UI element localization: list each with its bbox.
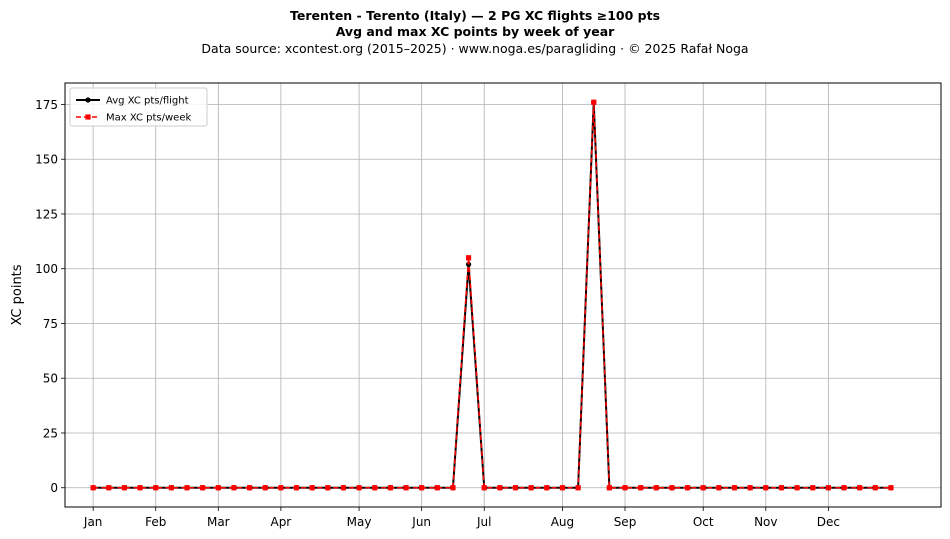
data-point xyxy=(512,485,519,491)
data-point xyxy=(731,485,738,491)
y-axis-label: XC points xyxy=(10,264,25,325)
data-point xyxy=(419,485,425,491)
x-tick-label: Aug xyxy=(551,515,574,529)
data-point xyxy=(857,485,863,491)
chart-source: Data source: xcontest.org (2015–2025) · … xyxy=(201,41,749,56)
data-point xyxy=(684,485,691,491)
y-tick-label: 75 xyxy=(43,317,58,331)
data-point xyxy=(106,485,112,491)
series-max xyxy=(90,99,894,491)
data-point xyxy=(153,485,159,491)
legend-label: Avg XC pts/flight xyxy=(106,96,189,107)
data-point xyxy=(90,485,96,491)
data-point xyxy=(200,485,206,491)
data-point xyxy=(716,485,722,491)
data-point xyxy=(434,485,440,491)
data-point xyxy=(825,485,831,491)
x-tick-label: Jan xyxy=(83,515,103,529)
series-line xyxy=(93,101,891,489)
y-tick-label: 25 xyxy=(43,426,58,440)
chart-subtitle: Avg and max XC points by week of year xyxy=(335,24,615,39)
legend-marker xyxy=(85,114,91,120)
y-tick-label: 100 xyxy=(35,262,58,276)
y-tick-label: 150 xyxy=(35,153,58,167)
legend-box xyxy=(69,87,208,127)
legend-label: Max XC pts/week xyxy=(106,113,191,124)
data-point xyxy=(841,485,847,491)
data-point xyxy=(325,485,331,491)
axes: 0 25 50 75 100 125 150 175 Jan Feb Mar Apr May Jun Jul… xyxy=(35,98,840,529)
series-layer xyxy=(90,99,894,491)
data-point xyxy=(231,485,237,491)
legend: Avg XC pts/flight Max XC pts/week xyxy=(69,87,208,127)
data-point xyxy=(387,485,393,491)
data-point xyxy=(544,485,550,491)
data-point xyxy=(246,485,253,491)
series-line xyxy=(93,101,891,489)
x-tick-label: Mar xyxy=(207,515,230,529)
data-point xyxy=(700,485,706,491)
data-point xyxy=(450,485,456,491)
chart-title-block: Terenten - Terento (Italy) — 2 PG XC fli… xyxy=(0,8,950,58)
chart-title: Terenten - Terento (Italy) — 2 PG XC fli… xyxy=(289,8,661,23)
data-point xyxy=(606,485,612,491)
data-point xyxy=(372,485,378,491)
data-point xyxy=(575,485,581,491)
data-point xyxy=(340,485,347,491)
data-point xyxy=(215,485,221,491)
data-point xyxy=(888,485,894,491)
data-point xyxy=(465,255,472,261)
data-point xyxy=(638,485,644,491)
x-tick-label: Oct xyxy=(693,515,714,529)
data-point xyxy=(278,485,284,491)
data-point xyxy=(591,99,597,105)
data-point xyxy=(669,485,675,491)
data-point xyxy=(293,485,300,491)
data-point xyxy=(137,485,143,491)
x-tick-label: Nov xyxy=(754,515,777,529)
data-point xyxy=(622,485,628,491)
data-point xyxy=(403,485,409,491)
x-tick-label: Jul xyxy=(476,515,491,529)
x-tick-label: Apr xyxy=(270,515,291,529)
data-point xyxy=(497,485,503,491)
data-point xyxy=(262,485,268,491)
data-point xyxy=(794,485,800,491)
x-tick-label: Feb xyxy=(145,515,166,529)
x-tick-label: Dec xyxy=(817,515,840,529)
data-point xyxy=(528,485,534,491)
plot-frame xyxy=(64,82,942,508)
data-point xyxy=(763,485,769,491)
y-tick-label: 125 xyxy=(35,207,58,221)
y-tick-label: 50 xyxy=(43,372,58,386)
data-point xyxy=(356,485,362,491)
x-tick-label: Sep xyxy=(614,515,637,529)
legend-marker xyxy=(85,97,91,103)
data-point xyxy=(778,485,785,491)
data-point xyxy=(810,485,816,491)
data-point xyxy=(309,485,315,491)
grid xyxy=(65,83,941,507)
data-point xyxy=(653,485,659,491)
data-point xyxy=(872,485,878,491)
data-point xyxy=(121,485,128,491)
data-point xyxy=(184,485,190,491)
x-tick-label: Jun xyxy=(411,515,431,529)
series-avg xyxy=(90,99,894,491)
y-tick-label: 0 xyxy=(50,481,58,495)
data-point xyxy=(168,485,174,491)
x-tick-label: May xyxy=(347,515,372,529)
y-tick-label: 175 xyxy=(35,98,58,112)
data-point xyxy=(747,485,753,491)
data-point xyxy=(559,485,566,491)
data-point xyxy=(481,485,487,491)
